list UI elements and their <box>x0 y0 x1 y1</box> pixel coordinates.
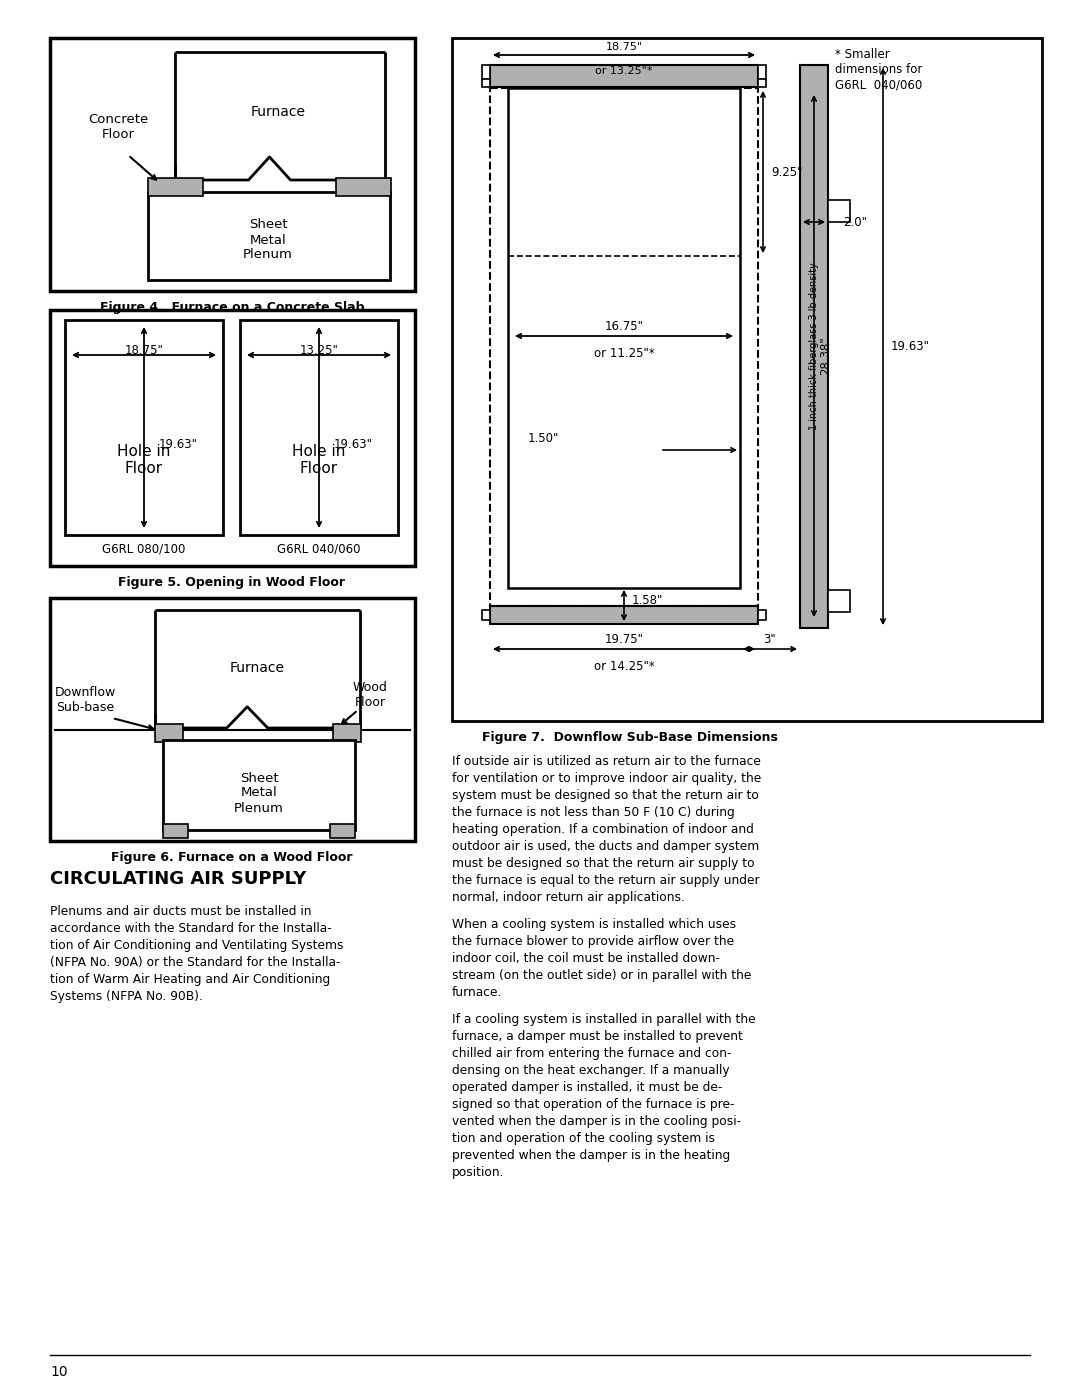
Bar <box>490 66 758 87</box>
Text: Figure 6. Furnace on a Wood Floor: Figure 6. Furnace on a Wood Floor <box>111 851 353 863</box>
Text: for ventilation or to improve indoor air quality, the: for ventilation or to improve indoor air… <box>453 773 761 785</box>
Text: Furnace: Furnace <box>229 661 284 675</box>
Text: 13.25": 13.25" <box>299 344 338 358</box>
Text: heating operation. If a combination of indoor and: heating operation. If a combination of i… <box>453 823 754 835</box>
Text: furnace.: furnace. <box>453 986 502 999</box>
Text: furnace, a damper must be installed to prevent: furnace, a damper must be installed to p… <box>453 1030 743 1044</box>
Text: 16.75": 16.75" <box>605 320 644 332</box>
Text: Downflow
Sub-base: Downflow Sub-base <box>54 686 116 714</box>
Bar <box>490 88 758 606</box>
Text: or 11.25"*: or 11.25"* <box>594 346 654 360</box>
Text: Figure 5. Opening in Wood Floor: Figure 5. Opening in Wood Floor <box>119 576 346 590</box>
Bar <box>828 200 850 222</box>
Text: (NFPA No. 90A) or the Standard for the Installa-: (NFPA No. 90A) or the Standard for the I… <box>50 956 340 970</box>
Text: * Smaller
dimensions for
G6RL  040/060: * Smaller dimensions for G6RL 040/060 <box>835 47 922 91</box>
Text: 2.0": 2.0" <box>843 215 867 229</box>
Text: Plenums and air ducts must be installed in: Plenums and air ducts must be installed … <box>50 905 311 918</box>
Text: must be designed so that the return air supply to: must be designed so that the return air … <box>453 856 755 870</box>
Text: 19.63": 19.63" <box>891 339 930 352</box>
Text: operated damper is installed, it must be de-: operated damper is installed, it must be… <box>453 1081 723 1094</box>
Text: Sheet
Metal
Plenum: Sheet Metal Plenum <box>243 218 293 261</box>
Text: CIRCULATING AIR SUPPLY: CIRCULATING AIR SUPPLY <box>50 870 307 888</box>
Text: stream (on the outlet side) or in parallel with the: stream (on the outlet side) or in parall… <box>453 970 752 982</box>
Text: 19.75": 19.75" <box>605 633 644 645</box>
Text: the furnace blower to provide airflow over the: the furnace blower to provide airflow ov… <box>453 935 734 949</box>
Bar <box>482 80 490 87</box>
Text: Concrete
Floor: Concrete Floor <box>87 113 148 141</box>
Text: chilled air from entering the furnace and con-: chilled air from entering the furnace an… <box>453 1046 731 1060</box>
Text: G6RL 080/100: G6RL 080/100 <box>103 543 186 556</box>
Text: normal, indoor return air applications.: normal, indoor return air applications. <box>453 891 685 904</box>
Text: Figure 4.  Furnace on a Concrete Slab: Figure 4. Furnace on a Concrete Slab <box>99 300 364 314</box>
Bar <box>758 80 766 87</box>
Bar <box>758 610 766 620</box>
Bar <box>453 38 1042 721</box>
Text: prevented when the damper is in the heating: prevented when the damper is in the heat… <box>453 1148 730 1162</box>
Text: Hole in
Floor: Hole in Floor <box>293 444 346 476</box>
Text: 1.58": 1.58" <box>632 595 663 608</box>
Bar <box>163 824 188 838</box>
Text: system must be designed so that the return air to: system must be designed so that the retu… <box>453 789 759 802</box>
Text: vented when the damper is in the cooling posi-: vented when the damper is in the cooling… <box>453 1115 741 1127</box>
Bar <box>330 824 355 838</box>
Bar <box>240 320 399 535</box>
Text: tion of Air Conditioning and Ventilating Systems: tion of Air Conditioning and Ventilating… <box>50 939 343 951</box>
Bar <box>758 66 766 80</box>
Text: Systems (NFPA No. 90B).: Systems (NFPA No. 90B). <box>50 990 203 1003</box>
Text: 3": 3" <box>764 633 777 645</box>
Bar <box>333 724 361 742</box>
Text: or 13.25"*: or 13.25"* <box>595 66 652 75</box>
Text: 19.63": 19.63" <box>334 439 373 451</box>
Bar <box>148 191 390 279</box>
Text: When a cooling system is installed which uses: When a cooling system is installed which… <box>453 918 737 930</box>
Bar <box>65 320 222 535</box>
Bar <box>50 598 415 841</box>
Text: Figure 7.  Downflow Sub-Base Dimensions: Figure 7. Downflow Sub-Base Dimensions <box>482 731 778 745</box>
Bar <box>490 606 758 624</box>
Text: densing on the heat exchanger. If a manually: densing on the heat exchanger. If a manu… <box>453 1065 730 1077</box>
Bar <box>336 177 391 196</box>
Text: 18.75": 18.75" <box>606 42 643 52</box>
Bar <box>156 724 183 742</box>
Text: 1 inch thick fiberglass 3 lb density: 1 inch thick fiberglass 3 lb density <box>809 263 819 430</box>
Text: Sheet
Metal
Plenum: Sheet Metal Plenum <box>234 771 284 814</box>
Text: 10: 10 <box>50 1365 68 1379</box>
Text: Wood
Floor: Wood Floor <box>352 680 388 710</box>
Text: position.: position. <box>453 1166 504 1179</box>
Text: 1.50": 1.50" <box>528 432 559 446</box>
Text: indoor coil, the coil must be installed down-: indoor coil, the coil must be installed … <box>453 951 720 965</box>
Text: tion of Warm Air Heating and Air Conditioning: tion of Warm Air Heating and Air Conditi… <box>50 972 330 986</box>
Text: signed so that operation of the furnace is pre-: signed so that operation of the furnace … <box>453 1098 734 1111</box>
Bar <box>148 177 203 196</box>
Bar <box>50 38 415 291</box>
Bar <box>482 66 490 80</box>
Text: the furnace is equal to the return air supply under: the furnace is equal to the return air s… <box>453 875 759 887</box>
Text: 28.38": 28.38" <box>819 337 832 376</box>
Bar <box>482 610 490 620</box>
Text: 9.25": 9.25" <box>771 165 802 179</box>
Text: the furnace is not less than 50 F (10 C) during: the furnace is not less than 50 F (10 C)… <box>453 806 734 819</box>
Text: G6RL 040/060: G6RL 040/060 <box>278 543 361 556</box>
Text: outdoor air is used, the ducts and damper system: outdoor air is used, the ducts and dampe… <box>453 840 759 854</box>
Bar <box>828 590 850 612</box>
Bar <box>50 310 415 566</box>
Bar <box>800 66 828 629</box>
Bar <box>508 88 740 588</box>
Text: or 14.25"*: or 14.25"* <box>594 659 654 673</box>
Text: 19.63": 19.63" <box>159 439 198 451</box>
Bar <box>163 740 355 830</box>
Text: tion and operation of the cooling system is: tion and operation of the cooling system… <box>453 1132 715 1146</box>
Text: accordance with the Standard for the Installa-: accordance with the Standard for the Ins… <box>50 922 332 935</box>
Text: Hole in
Floor: Hole in Floor <box>118 444 171 476</box>
Text: 18.75": 18.75" <box>124 344 163 358</box>
Text: Furnace: Furnace <box>251 105 306 119</box>
Text: If outside air is utilized as return air to the furnace: If outside air is utilized as return air… <box>453 754 761 768</box>
Text: If a cooling system is installed in parallel with the: If a cooling system is installed in para… <box>453 1013 756 1025</box>
